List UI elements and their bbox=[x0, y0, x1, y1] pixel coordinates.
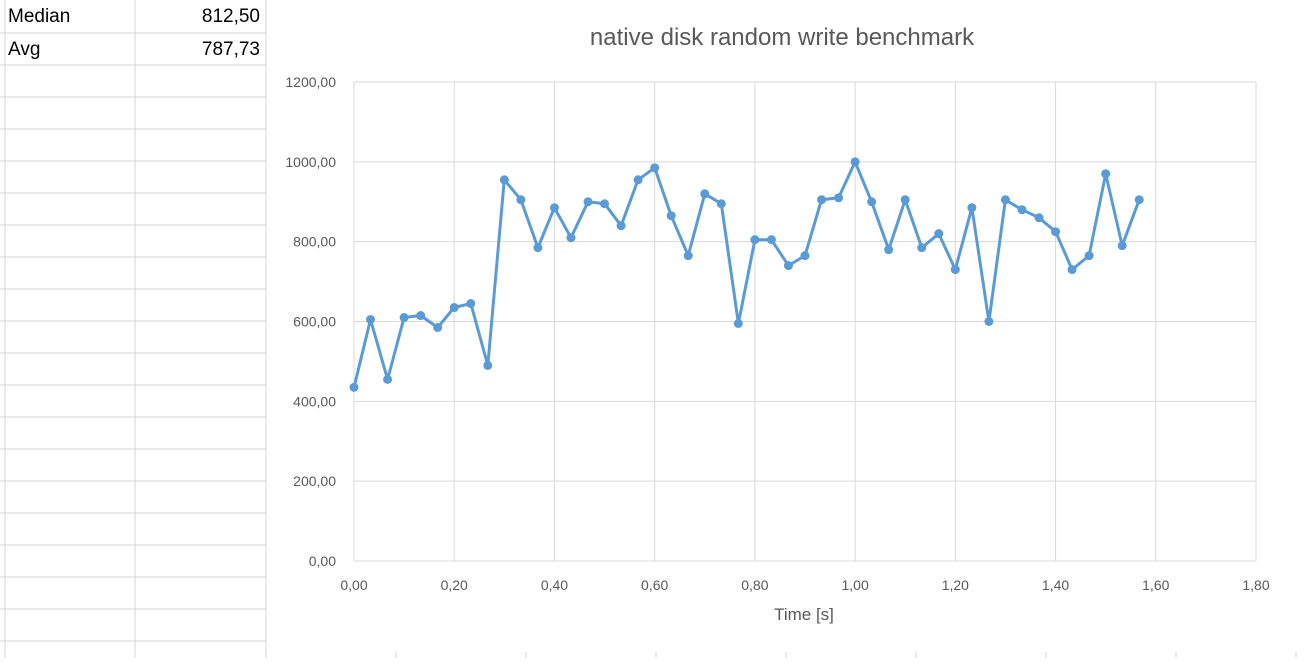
x-axis-label: Time [s] bbox=[774, 605, 834, 624]
data-point bbox=[700, 189, 710, 199]
median-value[interactable]: 812,50 bbox=[201, 6, 260, 27]
data-point bbox=[1117, 241, 1127, 251]
data-point bbox=[967, 203, 977, 213]
data-point bbox=[1000, 195, 1010, 205]
x-tick-label: 1,00 bbox=[841, 577, 868, 593]
data-point bbox=[349, 382, 359, 392]
data-point bbox=[750, 235, 760, 245]
x-tick-label: 0,40 bbox=[541, 577, 568, 593]
data-point bbox=[533, 243, 543, 253]
data-point bbox=[1067, 265, 1077, 275]
avg-value[interactable]: 787,73 bbox=[201, 39, 260, 60]
data-point bbox=[600, 199, 610, 209]
data-point bbox=[633, 175, 643, 185]
data-point bbox=[917, 243, 927, 253]
x-tick-label: 0,60 bbox=[641, 577, 668, 593]
y-tick-label: 1000,00 bbox=[285, 154, 336, 170]
sheet-bottom-ticks bbox=[395, 652, 1297, 658]
data-point bbox=[366, 315, 376, 325]
data-point bbox=[516, 195, 526, 205]
data-point bbox=[900, 195, 910, 205]
x-axis-tick-labels: 0,00 0,20 0,40 0,60 0,80 1,00 1,20 1,40 1,60 1,80 bbox=[340, 577, 1269, 593]
data-point bbox=[934, 229, 944, 239]
data-point bbox=[1134, 195, 1144, 205]
data-point bbox=[483, 360, 493, 370]
data-point bbox=[950, 265, 960, 275]
y-tick-label: 200,00 bbox=[293, 473, 336, 489]
data-point bbox=[383, 374, 393, 384]
data-point bbox=[834, 193, 844, 203]
chart-background bbox=[266, 0, 1306, 658]
data-point bbox=[666, 211, 676, 221]
x-tick-label: 1,40 bbox=[1042, 577, 1069, 593]
data-point bbox=[549, 203, 559, 213]
data-point bbox=[566, 233, 576, 243]
x-tick-label: 1,80 bbox=[1242, 577, 1269, 593]
data-point bbox=[867, 197, 877, 207]
data-point bbox=[466, 299, 476, 309]
data-point bbox=[650, 163, 660, 173]
data-point bbox=[783, 261, 793, 271]
data-point bbox=[1034, 213, 1044, 223]
series-points bbox=[349, 157, 1144, 392]
data-point bbox=[449, 303, 459, 313]
data-point bbox=[716, 199, 726, 209]
y-tick-label: 1200,00 bbox=[285, 74, 336, 90]
y-tick-label: 0,00 bbox=[309, 553, 336, 569]
data-point bbox=[1101, 169, 1111, 179]
data-point bbox=[850, 157, 860, 167]
data-point bbox=[884, 245, 894, 255]
data-point bbox=[1084, 251, 1094, 261]
y-tick-label: 800,00 bbox=[293, 234, 336, 250]
data-point bbox=[399, 313, 409, 323]
data-point bbox=[733, 318, 743, 328]
data-point bbox=[817, 195, 827, 205]
data-point bbox=[499, 175, 509, 185]
data-point bbox=[683, 251, 693, 261]
x-tick-label: 0,20 bbox=[441, 577, 468, 593]
data-point bbox=[433, 322, 443, 332]
y-tick-label: 400,00 bbox=[293, 393, 336, 409]
x-tick-label: 0,80 bbox=[741, 577, 768, 593]
data-point bbox=[984, 317, 994, 326]
y-axis-tick-labels: 0,00 200,00 400,00 600,00 800,00 1000,00 1200,… bbox=[285, 74, 336, 569]
data-point bbox=[583, 197, 593, 207]
data-point bbox=[766, 235, 776, 245]
data-point bbox=[416, 311, 426, 321]
data-point bbox=[1017, 205, 1027, 215]
chart-title: native disk random write benchmark bbox=[590, 24, 975, 51]
data-point bbox=[1051, 227, 1061, 237]
avg-label[interactable]: Avg bbox=[8, 39, 41, 60]
x-tick-label: 0,00 bbox=[340, 577, 367, 593]
median-label[interactable]: Median bbox=[8, 6, 71, 27]
x-tick-label: 1,60 bbox=[1142, 577, 1169, 593]
chart-gridlines bbox=[353, 81, 1257, 562]
data-point bbox=[616, 221, 626, 231]
y-tick-label: 600,00 bbox=[293, 314, 336, 330]
data-point bbox=[800, 251, 810, 261]
x-tick-label: 1,20 bbox=[942, 577, 969, 593]
